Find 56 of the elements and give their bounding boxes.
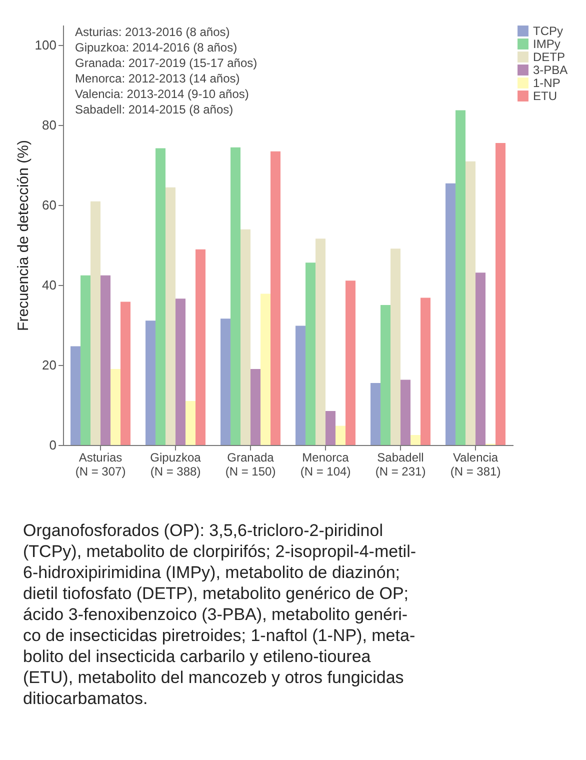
x-tick-label: Sabadell (N = 231) — [375, 450, 426, 478]
bar — [346, 280, 356, 445]
text: Organofosforados (OP): 3,5,6-tricloro-2-piridinol (TCPy), metabolito de clorpirifós; 2-isopropil-4-metil- 6-hidroxipirimidina (IMPy), metabolito de diazinón; dietil tiofosfato (DETP), metabolito genérico de OP; ácido 3-fenoxibenzoico (3-PBA), metabolito genéri- co de insecticidas piretroides; 1-naftol (1-NP), meta- bolito del insecticida carbarilo y etileno-tiourea (ETU), metabolito del mancozeb y otros fungicidas ditiocarbamatos. — [23, 521, 416, 708]
bar — [326, 411, 336, 445]
bar — [476, 272, 486, 445]
y-tick-label: 20 — [42, 358, 56, 372]
bar — [390, 248, 400, 445]
y-tick-label: 40 — [42, 278, 56, 292]
bar — [336, 426, 346, 445]
bar — [196, 249, 206, 445]
bar — [260, 294, 270, 445]
bar — [306, 262, 316, 445]
bar — [466, 161, 476, 445]
y-tick-label: 60 — [42, 198, 56, 212]
bar — [110, 369, 120, 445]
x-tick-label: Asturias (N = 307) — [75, 450, 126, 478]
bar — [496, 143, 506, 445]
bar — [410, 435, 420, 445]
bar — [186, 401, 196, 445]
bar — [80, 275, 90, 445]
bar — [156, 148, 166, 445]
bar — [446, 183, 456, 445]
bar — [240, 229, 250, 445]
bar — [120, 302, 130, 445]
y-tick-label: 0 — [49, 438, 56, 452]
bar — [90, 201, 100, 445]
bar — [296, 326, 306, 445]
x-tick-label: Menorca (N = 104) — [300, 450, 351, 478]
x-tick-label: Valencia (N = 381) — [450, 450, 501, 478]
bar — [220, 318, 230, 445]
bar — [70, 346, 80, 445]
bar — [100, 275, 110, 445]
bar — [146, 320, 156, 445]
bar — [456, 110, 466, 445]
legend-label: TCPy — [533, 24, 563, 38]
bar — [176, 298, 186, 445]
y-tick-label: 100 — [34, 38, 56, 52]
annotation: Asturias: 2013-2016 (8 años) Gipuzkoa: 2014-2016 (8 años) Granada: 2017-2019 (15-17 años) Menorca: 2012-2013 (14 años) Valencia: 2013-2014 (9-10 años) Sabadell: 2014-2015 (8 años) — [75, 25, 258, 116]
x-tick-label: Granada (N = 150) — [225, 450, 276, 478]
legend-label: IMPy — [533, 37, 560, 51]
bar — [316, 238, 326, 445]
bar — [250, 369, 260, 445]
bar — [166, 187, 176, 445]
legend-label: DETP — [533, 50, 566, 64]
bar — [230, 147, 240, 445]
legend-label: ETU — [533, 89, 557, 103]
y-axis-title: Frecuencia de detección (%) — [14, 140, 32, 331]
legend-label: 3-PBA — [533, 63, 568, 77]
legend-label: 1-NP — [533, 76, 560, 90]
x-tick-label: Gipuzkoa (N = 388) — [150, 450, 202, 478]
bar — [270, 151, 280, 445]
bar — [370, 383, 380, 445]
bar — [400, 380, 410, 445]
bar — [380, 305, 390, 445]
bar — [420, 298, 430, 445]
y-tick-label: 80 — [42, 118, 56, 132]
